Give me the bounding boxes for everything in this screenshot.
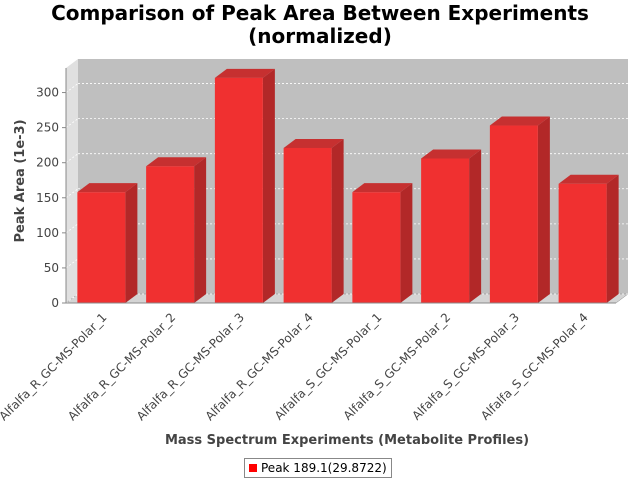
plot-left-wall [66, 59, 78, 303]
x-tick-label: Alfalfa_R_GC-MS-Polar_1 [0, 310, 109, 423]
grid-line-side [65, 258, 79, 269]
y-tick-label: 100 [36, 226, 59, 240]
bar [558, 174, 619, 303]
grid-line-side [65, 223, 79, 234]
y-tick-label: 250 [36, 121, 59, 135]
bar-top [214, 68, 275, 78]
bar-front [352, 192, 401, 303]
grid-line-side [65, 83, 79, 93]
y-tick-label: 200 [36, 156, 59, 170]
y-tick-label: 50 [44, 261, 59, 275]
grid-lines [65, 83, 628, 304]
bar [214, 68, 275, 303]
bar-side [331, 138, 344, 303]
bar-top [421, 149, 482, 159]
bar [489, 116, 550, 303]
chart-title: Comparison of Peak Area Between Experime… [0, 2, 640, 48]
bar-side [125, 183, 138, 303]
bar-top [489, 116, 550, 126]
bar-front [421, 158, 470, 303]
x-axis: Alfalfa_R_GC-MS-Polar_1Alfalfa_R_GC-MS-P… [0, 302, 616, 423]
bar [146, 157, 207, 303]
grid-line-side [65, 188, 79, 199]
bar [77, 183, 138, 303]
bar-front [214, 77, 263, 303]
bar-top [352, 183, 413, 193]
bar-side [194, 157, 207, 303]
bar-side [606, 174, 619, 303]
bar-side [469, 149, 482, 303]
grid-line-side [65, 118, 79, 128]
y-axis-label: Peak Area (1e-3) [13, 119, 28, 242]
bar-front [283, 147, 332, 303]
bar-side [400, 183, 413, 303]
bars [77, 68, 619, 303]
bar-top [558, 174, 619, 184]
y-tick-label: 150 [36, 191, 59, 205]
bar [283, 138, 344, 303]
bar-front [146, 166, 195, 303]
y-tick-label: 0 [51, 296, 59, 310]
grid-line-side [65, 293, 79, 304]
bar [421, 149, 482, 303]
bar-side [262, 68, 275, 303]
x-axis-label: Mass Spectrum Experiments (Metabolite Pr… [165, 433, 529, 448]
grid-line-side [65, 153, 79, 164]
y-axis: 0 50 100 150 200 250 300 [36, 68, 67, 310]
bar [352, 183, 413, 303]
bar-front [558, 183, 607, 303]
legend-swatch [249, 464, 257, 472]
bar-top [77, 183, 138, 193]
bar-front [77, 192, 126, 303]
legend-label: Peak 189.1(29.8722) [261, 461, 387, 475]
bar-top [146, 157, 207, 167]
bar-top [283, 138, 344, 148]
chart-title-line1: Comparison of Peak Area Between Experime… [51, 1, 589, 25]
chart-title-line2: (normalized) [248, 24, 392, 48]
bar-front [489, 125, 538, 303]
legend: Peak 189.1(29.8722) [244, 458, 392, 478]
bar-side [537, 116, 550, 303]
y-tick-label: 300 [36, 86, 59, 100]
